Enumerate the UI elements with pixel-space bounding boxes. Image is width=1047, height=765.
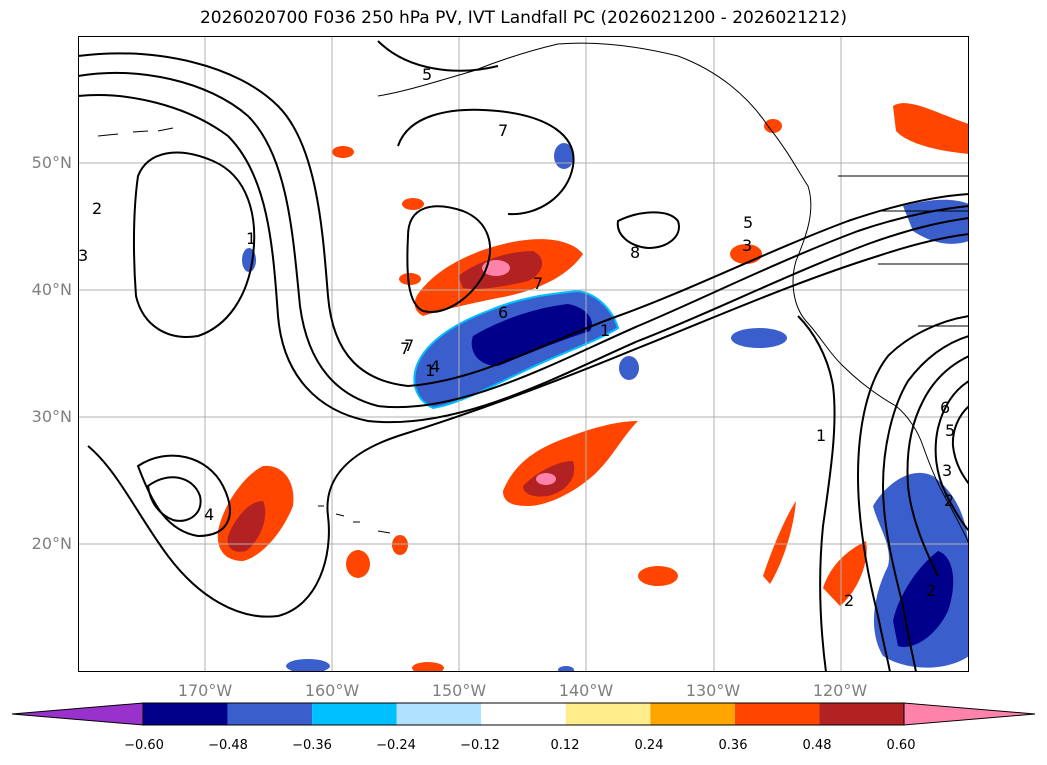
colorbar-tick-label: 0.24	[634, 738, 664, 753]
contour-label: 1	[816, 426, 826, 445]
lon-label-120w: 120°W	[812, 681, 868, 700]
lat-label-30n: 30°N	[31, 407, 72, 426]
contour-label: 1	[246, 229, 256, 248]
contour-label: 7	[404, 336, 414, 355]
colorbar	[11, 702, 1036, 726]
positive-anomaly-northeast	[893, 103, 969, 154]
contour-label: 2	[926, 581, 936, 600]
colorbar-cell	[143, 703, 228, 725]
colorbar-cell	[650, 703, 735, 725]
negative-anomaly-central-core	[471, 304, 592, 366]
lon-label-130w: 130°W	[685, 681, 741, 700]
colorbar-cell	[312, 703, 397, 725]
contour-label: 2	[92, 199, 102, 218]
colorbar-tick-label: −0.60	[124, 738, 164, 753]
contour-label: 3	[78, 246, 88, 265]
colorbar-cell	[396, 703, 482, 725]
contour-label: 5	[422, 65, 432, 84]
lat-label-50n: 50°N	[31, 153, 72, 172]
contour-label: 5	[743, 213, 753, 232]
lon-label-150w: 150°W	[431, 681, 487, 700]
colorbar-tick-label: −0.12	[460, 738, 500, 753]
contour-label: 1	[425, 361, 435, 380]
colorbar-cell	[481, 703, 566, 725]
lat-label-20n: 20°N	[31, 534, 72, 553]
pv-shading	[217, 103, 969, 672]
contour-label: 3	[742, 236, 752, 255]
colorbar-cell	[734, 703, 820, 725]
contour-label: 1	[600, 321, 610, 340]
colorbar-tick-label: 0.60	[886, 738, 916, 753]
contour-label: 7	[498, 121, 508, 140]
lon-label-160w: 160°W	[304, 681, 360, 700]
lat-label-40n: 40°N	[31, 280, 72, 299]
contour-label: 7	[400, 339, 410, 358]
colorbar-tick-label: −0.48	[208, 738, 248, 753]
colorbar-tick-label: −0.36	[292, 738, 332, 753]
colorbar-cell	[819, 703, 904, 725]
ivt-contours	[78, 40, 969, 672]
contour-label: 7	[533, 274, 543, 293]
contour-labels: 5 7 7 8 5 3 1 7 6 1 4 7 2 1 3 2 4 1 6 5 …	[78, 65, 955, 610]
contour-label: 5	[945, 421, 955, 440]
contour-label: 6	[498, 303, 508, 322]
colorbar-cell	[565, 703, 651, 725]
colorbar-frame	[142, 702, 905, 726]
contour-label: 3	[942, 461, 952, 480]
coastline	[97, 42, 969, 545]
colorbar-extend-max	[903, 702, 1036, 726]
lon-label-140w: 140°W	[558, 681, 614, 700]
contour-label: 6	[940, 398, 950, 417]
map-title: 2026020700 F036 250 hPa PV, IVT Landfall…	[199, 8, 847, 28]
lon-label-170w: 170°W	[177, 681, 233, 700]
contour-label: 4	[204, 505, 214, 524]
colorbar-cell	[227, 703, 313, 725]
contour-label: 4	[430, 357, 440, 376]
contour-label: 2	[844, 591, 854, 610]
colorbar-tick-label: 0.48	[802, 738, 832, 753]
map-frame	[78, 36, 969, 672]
colorbar-tick-label: −0.24	[376, 738, 416, 753]
colorbar-extend-min	[11, 702, 144, 726]
colorbar-tick-label: 0.12	[550, 738, 580, 753]
map-panel: 5 7 7 8 5 3 1 7 6 1 4 7 2 1 3 2 4 1 6 5 …	[78, 36, 969, 672]
contour-label: 2	[944, 491, 954, 510]
contour-label: 8	[630, 243, 640, 262]
colorbar-tick-label: 0.36	[718, 738, 748, 753]
